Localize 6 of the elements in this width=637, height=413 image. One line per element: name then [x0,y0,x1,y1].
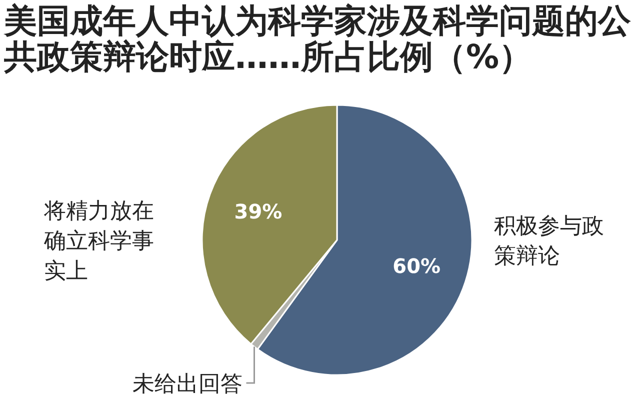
slice-label: 将精力放在确立科学事实上 [43,199,154,284]
data-label: 39% [234,200,282,224]
data-label: 60% [392,254,441,278]
chart-title: 美国成年人中认为科学家涉及科学问题的公共政策辩论时应……所占比例（%） [3,1,632,76]
slice-label: 积极参与政策辩论 [494,214,604,269]
slice-label: 未给出回答 [132,372,242,397]
